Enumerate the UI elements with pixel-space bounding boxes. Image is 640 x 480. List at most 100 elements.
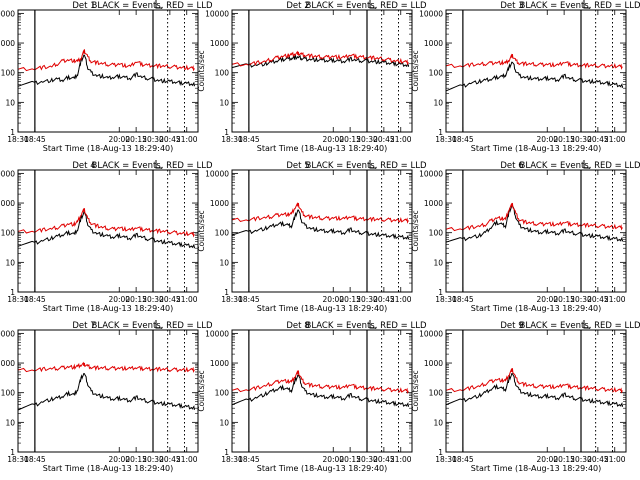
panel-title: Det 5 (286, 161, 309, 171)
x-tick-label: 18:30 (435, 295, 457, 304)
series-lld-line (231, 202, 409, 224)
x-tick-label: 20:00 (322, 295, 344, 304)
x-tick-label: 18:45 (24, 295, 46, 304)
x-tick-label: 21:00 (176, 455, 198, 464)
x-tick-label: 20:45 (373, 135, 395, 144)
legend-corner-mark (369, 160, 376, 169)
x-axis-label: Start Time (18-Aug-13 18:29:40) (257, 144, 388, 153)
legend-corner-mark (583, 320, 590, 329)
x-tick-label: 20:15 (125, 135, 147, 144)
x-tick-label: 20:30 (356, 135, 378, 144)
y-tick-label: 100 (215, 389, 230, 398)
y-tick-label: 10 (219, 258, 229, 267)
x-tick-label: 18:45 (24, 135, 46, 144)
x-tick-label: 21:00 (604, 295, 626, 304)
panel-title: Det 1 (72, 1, 95, 11)
y-tick-label: 100 (429, 389, 444, 398)
x-tick-label: 20:30 (356, 295, 378, 304)
series-lld-line (17, 361, 195, 374)
x-tick-label: 20:15 (339, 295, 361, 304)
x-tick-label: 21:00 (604, 455, 626, 464)
panel-title: Det 7 (72, 321, 95, 331)
x-tick-label: 20:45 (587, 295, 609, 304)
y-tick-label: 10000 (419, 169, 443, 178)
x-tick-label: 20:45 (373, 295, 395, 304)
y-axis-label: Counts/sec (197, 370, 206, 411)
legend-corner-mark (583, 0, 590, 9)
series-events-line (17, 372, 196, 411)
x-tick-label: 21:00 (176, 135, 198, 144)
series-lld-line (231, 50, 409, 67)
x-tick-label: 18:30 (221, 135, 243, 144)
x-tick-label: 20:15 (339, 455, 361, 464)
y-tick-label: 1000 (0, 359, 15, 368)
x-tick-label: 18:30 (435, 135, 457, 144)
plot-frame (445, 329, 627, 453)
series-events-line (17, 54, 196, 87)
x-tick-label: 20:30 (356, 455, 378, 464)
x-tick-label: 21:00 (390, 455, 412, 464)
panel-legend-text: BLACK = Events, RED = LLD (91, 321, 212, 331)
y-tick-label: 1 (224, 288, 229, 297)
legend-corner-mark (155, 320, 162, 329)
x-tick-label: 18:45 (452, 455, 474, 464)
x-tick-label: 18:45 (238, 135, 260, 144)
plot-frame (231, 169, 413, 293)
x-tick-label: 20:45 (159, 135, 181, 144)
x-tick-label: 20:15 (125, 295, 147, 304)
legend-corner-mark (155, 0, 162, 9)
plot-frame (231, 329, 413, 453)
legend-corner-mark (155, 160, 162, 169)
y-tick-label: 10 (219, 418, 229, 427)
series-events-line (231, 209, 410, 240)
y-tick-label: 100 (215, 229, 230, 238)
panel-legend-text: BLACK = Events, RED = LLD (519, 161, 640, 171)
y-tick-label: 10000 (205, 169, 229, 178)
y-tick-label: 10 (5, 258, 15, 267)
x-tick-label: 18:30 (221, 455, 243, 464)
y-tick-label: 100 (1, 229, 16, 238)
legend-corner-mark (369, 0, 376, 9)
y-tick-label: 100 (429, 229, 444, 238)
x-tick-label: 20:45 (373, 455, 395, 464)
x-tick-label: 18:30 (7, 295, 29, 304)
x-tick-label: 20:45 (159, 455, 181, 464)
plot-frame (17, 329, 199, 453)
x-tick-label: 18:45 (238, 455, 260, 464)
y-tick-label: 1 (10, 128, 15, 137)
panel-title: Det 3 (500, 1, 523, 11)
y-tick-label: 1 (438, 128, 443, 137)
plot-frame (445, 169, 627, 293)
x-tick-label: 20:15 (125, 455, 147, 464)
x-tick-label: 20:00 (108, 295, 130, 304)
x-tick-label: 21:00 (390, 135, 412, 144)
x-axis-label: Start Time (18-Aug-13 18:29:40) (471, 304, 602, 313)
y-tick-label: 100 (215, 69, 230, 78)
y-tick-label: 1000 (424, 39, 443, 48)
x-tick-label: 20:15 (553, 295, 575, 304)
y-tick-label: 10 (433, 258, 443, 267)
plot-frame (17, 9, 199, 133)
x-tick-label: 18:45 (24, 455, 46, 464)
y-tick-label: 100 (1, 69, 16, 78)
y-tick-label: 1 (10, 448, 15, 457)
x-tick-label: 20:45 (587, 455, 609, 464)
panel-legend-text: BLACK = Events, RED = LLD (305, 1, 426, 11)
x-tick-label: 20:30 (570, 295, 592, 304)
x-axis-label: Start Time (18-Aug-13 18:29:40) (43, 304, 174, 313)
y-tick-label: 1 (10, 288, 15, 297)
panel-legend-text: BLACK = Events, RED = LLD (91, 1, 212, 11)
x-axis-label: Start Time (18-Aug-13 18:29:40) (43, 144, 174, 153)
x-axis-label: Start Time (18-Aug-13 18:29:40) (471, 144, 602, 153)
x-axis-label: Start Time (18-Aug-13 18:29:40) (43, 464, 174, 473)
series-lld-line (445, 367, 623, 394)
x-tick-label: 18:30 (435, 455, 457, 464)
x-axis-label: Start Time (18-Aug-13 18:29:40) (471, 464, 602, 473)
x-tick-label: 20:30 (142, 455, 164, 464)
series-lld-line (231, 369, 409, 395)
y-tick-label: 10000 (0, 329, 15, 338)
plot-frame (445, 9, 627, 133)
series-lld-line (445, 53, 623, 70)
